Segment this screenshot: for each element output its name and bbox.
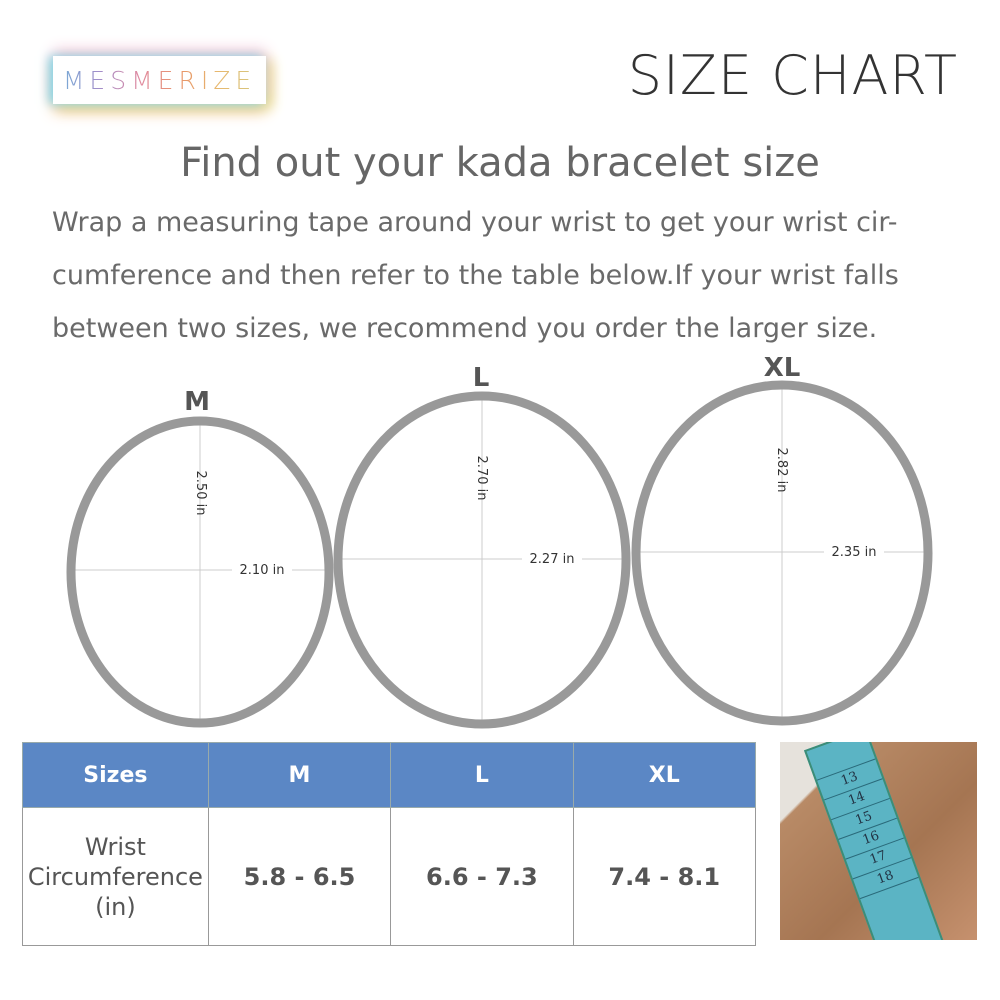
size-table: Sizes M L XL Wrist Circumference (in) 5.… <box>22 742 757 946</box>
height-label: 2.82 in <box>774 448 789 493</box>
row-label-line: (in) <box>95 892 136 921</box>
header-xl: XL <box>572 742 757 808</box>
value-xl: 7.4 - 8.1 <box>572 807 757 946</box>
height-label: 2.50 in <box>193 471 208 516</box>
row-label-line: Wrist <box>84 832 146 861</box>
instructions: Wrap a measuring tape around your wrist … <box>52 207 899 344</box>
header-sizes: Sizes <box>22 742 209 808</box>
row-label: Wrist Circumference (in) <box>22 807 209 946</box>
measuring-tape: 13 14 15 16 17 18 <box>803 742 947 940</box>
height-label: 2.70 in <box>474 456 489 501</box>
header-m: M <box>207 742 392 808</box>
width-label: 2.27 in <box>530 552 575 567</box>
value-m: 5.8 - 6.5 <box>207 807 392 946</box>
ring-size-label: L <box>473 363 490 393</box>
ring-xl: XL 2.82 in 2.35 in <box>631 353 933 726</box>
heading: Find out your kada bracelet size <box>180 140 820 186</box>
logo-text: MESMERIZE <box>62 65 257 95</box>
ring-m: M 2.50 in 2.10 in <box>66 387 334 728</box>
table-header-row: Sizes M L XL <box>22 742 757 808</box>
brand-logo: MESMERIZE <box>53 56 266 104</box>
header-l: L <box>390 742 574 808</box>
value-l: 6.6 - 7.3 <box>390 807 574 946</box>
wrist-measuring-photo: 13 14 15 16 17 18 <box>780 742 977 940</box>
ring-size-label: XL <box>764 353 801 383</box>
table-row: Wrist Circumference (in) 5.8 - 6.5 6.6 -… <box>22 807 757 946</box>
page-title: SIZE CHART <box>627 44 958 107</box>
ring-size-label: M <box>184 387 210 417</box>
ring-l: L 2.70 in 2.27 in <box>333 363 631 729</box>
width-label: 2.35 in <box>832 545 877 560</box>
width-label: 2.10 in <box>240 563 285 578</box>
bracelet-diagrams: M 2.50 in 2.10 in L 2.70 in 2.27 in XL 2… <box>66 353 933 729</box>
row-label-line: Circumference <box>27 862 203 891</box>
